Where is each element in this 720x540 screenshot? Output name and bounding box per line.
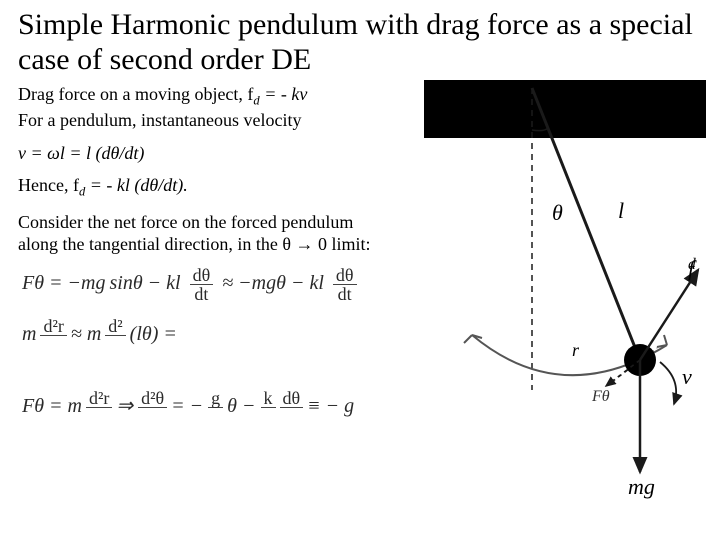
frac-d2r: d²r <box>40 317 66 345</box>
frac-den <box>280 408 304 417</box>
hence-pre: Hence, f <box>18 175 79 195</box>
frac-den <box>261 408 276 417</box>
frac-den: dt <box>190 285 214 305</box>
frac-num: g <box>208 389 223 408</box>
intro-block: Drag force on a moving object, fd = - kv… <box>18 83 418 201</box>
frac-num: d²r <box>86 389 112 408</box>
frac-den <box>40 336 66 345</box>
last-pre: Fθ = m <box>22 395 82 417</box>
approx-m: ≈ m <box>71 323 101 345</box>
frac-num: dθ <box>280 389 304 408</box>
eq-tail: ≡ − g <box>307 395 354 417</box>
arrow: ⇒ <box>116 395 138 417</box>
label-l: l <box>618 198 624 224</box>
label-theta: θ <box>552 200 563 226</box>
frac-den <box>105 336 125 345</box>
ftheta-lhs: Fθ = −mg sinθ − kl <box>22 272 186 294</box>
frac-k: k <box>261 389 276 417</box>
m-pre: m <box>22 323 36 345</box>
frac-den <box>138 408 167 417</box>
angle-arc <box>532 128 548 131</box>
frac-dtheta-2: dθ dt <box>333 266 357 305</box>
label-ftheta-diagram: Fθ <box>592 388 610 406</box>
frac-d2theta: d²θ <box>138 389 167 417</box>
frac-num: d² <box>105 317 125 336</box>
frac-d2: d² <box>105 317 125 345</box>
eq-neg: = − <box>171 395 208 417</box>
pendulum-svg <box>422 80 712 500</box>
netforce-l1: Consider the net force on the forced pen… <box>18 212 353 232</box>
ftheta-approx: ≈ −mgθ − kl <box>217 272 329 294</box>
label-v: v <box>682 364 692 390</box>
frac-den <box>208 408 223 417</box>
pendulum-diagram: θ l fd r v mg Fθ <box>422 80 712 500</box>
frac-num: d²θ <box>138 389 167 408</box>
frac-num: d²r <box>40 317 66 336</box>
frac-dtheta-3: dθ <box>280 389 304 417</box>
frac-den <box>86 408 112 417</box>
hence-line: Hence, fd = - kl (dθ/dt). <box>18 174 418 200</box>
label-r: r <box>572 340 579 361</box>
theta-minus: θ − <box>227 395 260 417</box>
drag-text-1: Drag force on a moving object, f <box>18 84 253 104</box>
frac-g: g <box>208 389 223 417</box>
frac-num: dθ <box>190 266 214 285</box>
frac-dtheta-1: dθ dt <box>190 266 214 305</box>
page-title: Simple Harmonic pendulum with drag force… <box>18 8 702 77</box>
velocity-eq: v = ωl = l (dθ/dt) <box>18 142 418 165</box>
drag-force-line: Drag force on a moving object, fd = - kv… <box>18 83 418 132</box>
frac-num: k <box>261 389 276 408</box>
drag-text-2: For a pendulum, instantaneous velocity <box>18 110 301 130</box>
frac-num: dθ <box>333 266 357 285</box>
frac-den: dt <box>333 285 357 305</box>
frac-d2r-2: d²r <box>86 389 112 417</box>
v-arrow <box>660 362 676 404</box>
fd-vector <box>640 270 698 360</box>
drag-eq-rhs: = - kv <box>260 84 308 104</box>
netforce-l2: along the tangential direction, in the θ… <box>18 234 371 254</box>
label-fd-d: d <box>688 256 696 274</box>
label-mg: mg <box>628 474 655 500</box>
ltheta: (lθ) = <box>130 323 177 345</box>
arc-tip-r <box>657 335 667 347</box>
hence-rhs: = - kl (dθ/dt). <box>85 175 187 195</box>
